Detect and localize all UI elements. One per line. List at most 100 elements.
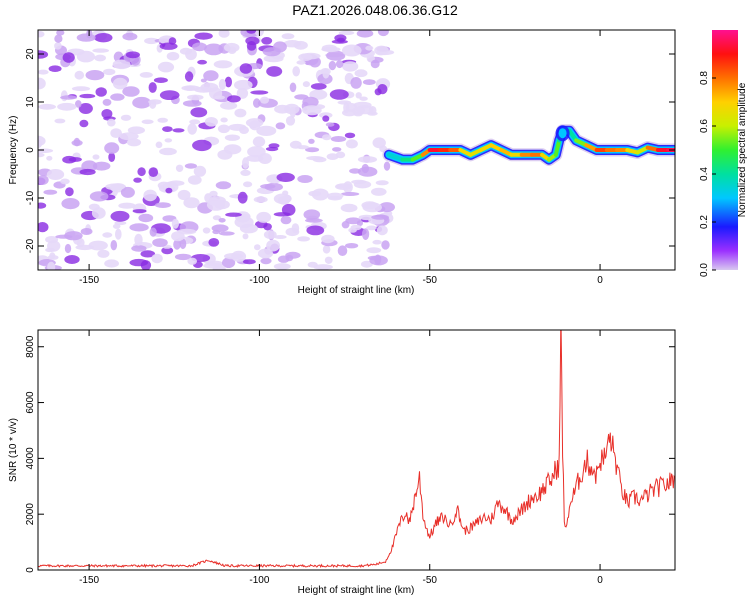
- noise-blob: [194, 32, 213, 40]
- noise-blob: [46, 155, 53, 161]
- noise-blob: [326, 50, 346, 61]
- noise-blob: [192, 42, 207, 52]
- noise-blob: [171, 231, 185, 242]
- noise-blob: [157, 117, 168, 123]
- noise-blob: [164, 138, 173, 143]
- noise-blob: [38, 103, 56, 110]
- noise-blob: [65, 187, 74, 197]
- noise-blob: [157, 61, 175, 73]
- noise-blob: [361, 163, 369, 174]
- noise-blob: [112, 59, 131, 70]
- noise-blob: [102, 98, 112, 106]
- noise-blob: [223, 42, 240, 53]
- noise-blob: [167, 180, 185, 186]
- noise-blob: [134, 233, 143, 246]
- noise-blob: [250, 90, 269, 95]
- noise-blob: [183, 197, 200, 209]
- noise-blob: [119, 132, 139, 141]
- noise-blob: [115, 228, 122, 240]
- noise-blob: [120, 114, 132, 121]
- noise-blob: [362, 228, 370, 241]
- noise-blob: [152, 238, 168, 248]
- noise-blob: [110, 128, 122, 139]
- colorbar-tick-label: 0.0: [699, 263, 710, 277]
- noise-blob: [120, 186, 135, 198]
- noise-blob: [305, 147, 320, 153]
- noise-blob: [361, 260, 373, 268]
- noise-blob: [74, 70, 85, 80]
- noise-blob: [378, 202, 395, 213]
- noise-blob: [190, 107, 208, 118]
- x-tick-label: 0: [597, 575, 603, 586]
- x-tick-label: -100: [249, 575, 269, 586]
- y-tick-label: 10: [25, 96, 36, 108]
- noise-blob: [237, 191, 248, 204]
- noise-blob: [38, 69, 49, 75]
- y-tick-label: 20: [25, 48, 36, 60]
- noise-blob: [367, 255, 382, 261]
- noise-blob: [329, 89, 349, 100]
- noise-blob: [302, 96, 319, 108]
- noise-blob: [132, 209, 147, 214]
- snr-ylabel: SNR (10 * v/v): [8, 418, 19, 482]
- noise-blob: [48, 65, 62, 72]
- noise-blob: [273, 263, 291, 270]
- noise-blob: [371, 214, 389, 220]
- noise-blob: [148, 167, 159, 178]
- noise-blob: [200, 78, 207, 83]
- ridge-bump: [558, 128, 567, 139]
- noise-blob: [253, 196, 268, 203]
- noise-blob: [133, 177, 142, 183]
- noise-blob: [222, 257, 236, 269]
- noise-blob: [122, 86, 140, 97]
- noise-blob: [173, 239, 181, 250]
- noise-blob: [64, 243, 72, 254]
- noise-blob: [319, 112, 333, 119]
- noise-blob: [302, 105, 322, 116]
- noise-blob: [381, 240, 390, 250]
- noise-blob: [129, 223, 149, 232]
- noise-blob: [79, 168, 96, 176]
- noise-blob: [370, 59, 380, 69]
- noise-blob: [338, 30, 355, 36]
- noise-blob: [246, 30, 257, 34]
- noise-blob: [143, 189, 157, 202]
- noise-blob: [144, 37, 159, 45]
- noise-blob: [266, 239, 280, 252]
- noise-blob: [140, 260, 152, 270]
- noise-blob: [185, 48, 197, 61]
- noise-blob: [353, 180, 372, 189]
- noise-blob: [239, 63, 253, 74]
- noise-blob: [218, 30, 230, 38]
- noise-blob: [43, 189, 58, 195]
- noise-blob: [257, 248, 274, 259]
- noise-blob: [350, 224, 362, 231]
- noise-blob: [256, 211, 272, 223]
- spectrogram-noise: [38, 30, 395, 270]
- noise-blob: [297, 236, 310, 242]
- noise-blob: [192, 139, 212, 152]
- noise-blob: [357, 156, 378, 163]
- noise-blob: [38, 135, 46, 147]
- noise-blob: [68, 157, 82, 162]
- noise-blob: [321, 234, 335, 244]
- noise-blob: [138, 213, 154, 223]
- noise-blob: [177, 189, 191, 201]
- noise-blob: [61, 198, 80, 210]
- noise-blob: [64, 231, 83, 241]
- noise-blob: [54, 34, 63, 43]
- noise-blob: [75, 244, 94, 251]
- noise-blob: [202, 227, 211, 234]
- noise-blob: [266, 66, 283, 77]
- y-tick-label: 4000: [25, 447, 36, 470]
- noise-blob: [187, 175, 202, 185]
- noise-blob: [112, 77, 128, 90]
- noise-blob: [76, 50, 95, 63]
- noise-blob: [359, 96, 368, 101]
- noise-blob: [310, 83, 327, 90]
- snr-frame: [37, 329, 676, 571]
- colorbar-ticks: 0.0 0.2 0.4 0.6 0.8: [699, 71, 716, 277]
- noise-blob: [75, 100, 82, 108]
- noise-blob: [211, 224, 229, 232]
